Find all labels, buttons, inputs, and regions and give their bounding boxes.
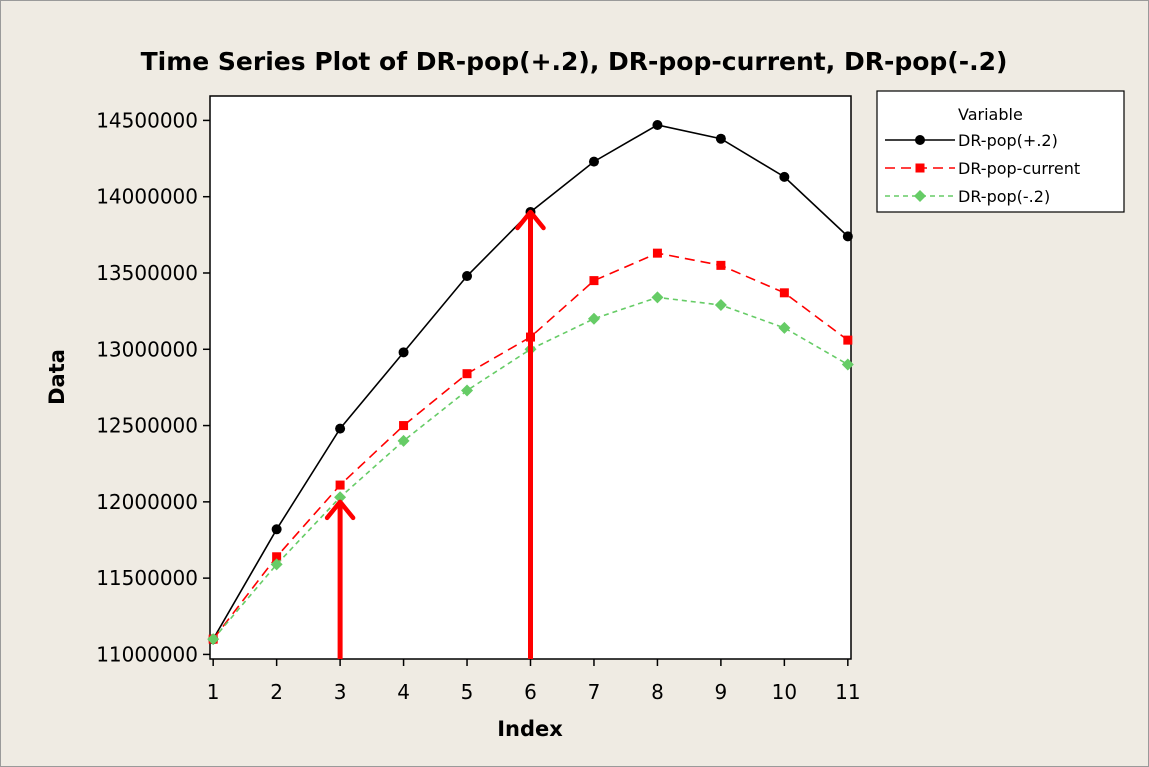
- x-tick-label: 9: [715, 680, 728, 704]
- x-tick-label: 4: [397, 680, 410, 704]
- data-point: [716, 260, 726, 270]
- data-point: [272, 552, 282, 562]
- x-tick-label: 10: [772, 680, 797, 704]
- y-axis-label: Data: [45, 349, 69, 405]
- data-point: [843, 335, 853, 345]
- data-point: [652, 119, 663, 130]
- legend-swatch-marker: [914, 190, 926, 202]
- data-point: [652, 248, 662, 258]
- legend-label: DR-pop(-.2): [958, 187, 1050, 206]
- y-axis: 11000000 11500000 12000000 12500000 13000000…: [96, 108, 210, 666]
- y-tick-label: 12000000: [96, 490, 198, 514]
- x-axis-label: Index: [497, 717, 563, 741]
- legend-label: DR-pop(+.2): [958, 131, 1058, 150]
- x-axis: 1 2 3 4 5 6 7 8 9 10 11: [207, 659, 861, 704]
- x-tick-label: 6: [524, 680, 537, 704]
- x-tick-label: 1: [207, 680, 220, 704]
- arrow-head: [515, 209, 546, 231]
- y-tick-label: 14500000: [96, 108, 198, 132]
- data-point: [399, 421, 409, 431]
- data-point: [715, 133, 726, 144]
- data-point: [270, 558, 283, 571]
- data-point: [335, 423, 346, 434]
- annotation-arrow: [515, 209, 546, 659]
- y-tick-label: 13000000: [96, 337, 198, 361]
- annotation-layer: [324, 209, 546, 659]
- y-tick-label: 11000000: [96, 642, 198, 666]
- x-tick-label: 11: [835, 680, 860, 704]
- data-point: [461, 384, 474, 397]
- legend-item: DR-pop(+.2): [885, 131, 1058, 150]
- y-tick-label: 12500000: [96, 414, 198, 438]
- data-point: [651, 291, 664, 304]
- legend-swatch-marker: [915, 135, 925, 145]
- legend-label: DR-pop-current: [958, 159, 1080, 178]
- data-point: [842, 231, 853, 242]
- y-tick-label: 13500000: [96, 261, 198, 285]
- data-point: [271, 524, 282, 535]
- chart-title: Time Series Plot of DR-pop(+.2), DR-pop-…: [141, 47, 1008, 76]
- legend-swatch-marker: [915, 163, 925, 173]
- data-point: [207, 633, 220, 646]
- x-tick-label: 8: [651, 680, 664, 704]
- data-point: [714, 299, 727, 312]
- data-point: [588, 156, 599, 167]
- x-tick-label: 3: [334, 680, 347, 704]
- y-tick-label: 11500000: [96, 566, 198, 590]
- data-point: [779, 171, 790, 182]
- data-point: [335, 480, 345, 490]
- data-point: [397, 434, 410, 447]
- x-tick-label: 5: [461, 680, 474, 704]
- data-point: [778, 321, 791, 334]
- data-point: [462, 369, 472, 379]
- data-point: [462, 271, 473, 282]
- annotation-arrow: [324, 499, 356, 659]
- data-point: [334, 491, 347, 504]
- data-point: [779, 288, 789, 298]
- data-point: [587, 312, 600, 325]
- legend-item: DR-pop-current: [885, 159, 1080, 178]
- legend: Variable DR-pop(+.2) DR-pop-current DR-pop…: [876, 90, 1125, 213]
- data-point: [589, 276, 599, 286]
- data-point: [841, 358, 854, 371]
- arrow-head: [324, 499, 356, 521]
- legend-item: DR-pop(-.2): [885, 187, 1050, 206]
- legend-title: Variable: [958, 105, 1023, 124]
- y-tick-label: 14000000: [96, 185, 198, 209]
- x-tick-label: 7: [588, 680, 601, 704]
- data-point: [398, 347, 409, 358]
- x-tick-label: 2: [270, 680, 283, 704]
